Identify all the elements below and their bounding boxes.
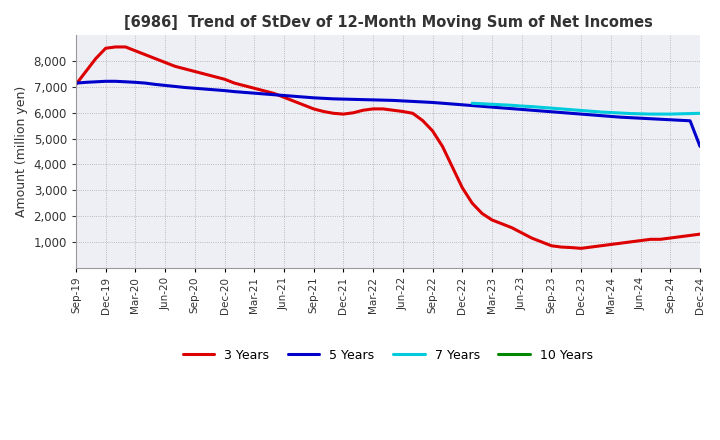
3 Years: [428, 128, 437, 133]
7 Years: [696, 111, 704, 116]
3 Years: [478, 211, 487, 216]
7 Years: [468, 101, 477, 106]
5 Years: [696, 144, 704, 149]
3 Years: [71, 82, 80, 87]
5 Years: [102, 79, 110, 84]
5 Years: [428, 100, 437, 105]
7 Years: [478, 101, 487, 106]
3 Years: [339, 111, 348, 117]
Line: 5 Years: 5 Years: [76, 81, 700, 147]
3 Years: [389, 107, 397, 113]
5 Years: [339, 96, 348, 102]
5 Years: [389, 98, 397, 103]
5 Years: [487, 104, 496, 110]
5 Years: [161, 83, 169, 88]
3 Years: [577, 246, 585, 251]
Legend: 3 Years, 5 Years, 7 Years, 10 Years: 3 Years, 5 Years, 7 Years, 10 Years: [179, 344, 598, 367]
Title: [6986]  Trend of StDev of 12-Month Moving Sum of Net Incomes: [6986] Trend of StDev of 12-Month Moving…: [124, 15, 652, 30]
Line: 7 Years: 7 Years: [472, 103, 700, 114]
Y-axis label: Amount (million yen): Amount (million yen): [15, 86, 28, 217]
3 Years: [161, 60, 169, 65]
5 Years: [478, 104, 487, 109]
3 Years: [487, 217, 496, 223]
5 Years: [71, 81, 80, 86]
Line: 3 Years: 3 Years: [76, 47, 700, 248]
3 Years: [112, 44, 120, 50]
3 Years: [696, 231, 704, 237]
